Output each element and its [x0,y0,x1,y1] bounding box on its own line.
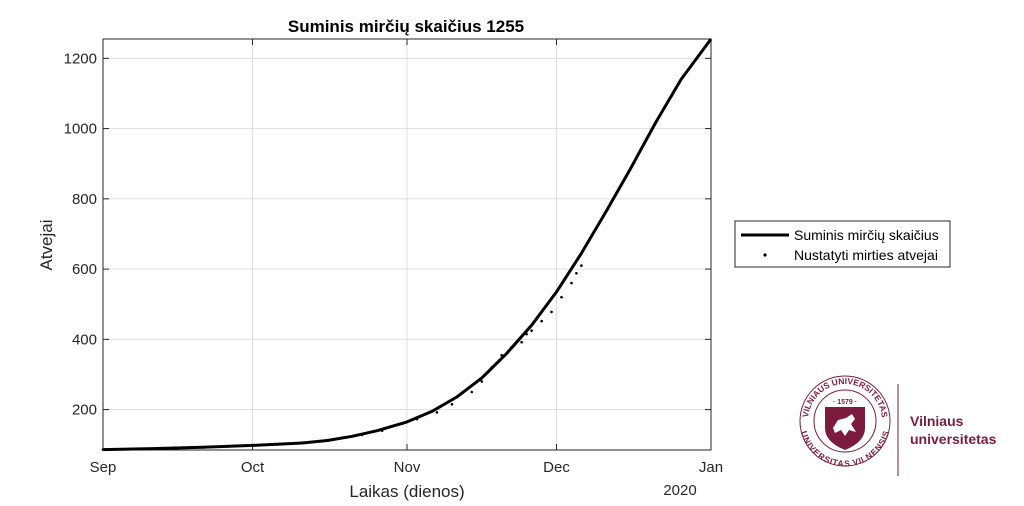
x-tick-label: Sep [90,459,117,476]
data-point-observed [525,332,528,336]
data-point-observed [575,272,578,275]
data-point-observed [580,264,583,267]
legend: Suminis mirčių skaičius Nustatyti mirtie… [734,220,951,268]
data-point-observed [301,441,304,444]
legend-dot-swatch [763,253,767,257]
logo-name-line1: Vilniaus [910,413,964,429]
data-point-observed [480,380,484,383]
series-line-cumulative [102,38,713,452]
data-point-observed [380,429,384,433]
y-tick-label: 1000 [64,121,97,138]
data-point-observed [326,438,329,442]
grid [102,39,712,450]
knight-rider-icon [833,414,856,436]
data-point-observed [470,390,474,394]
seal-outer-ring [799,375,891,467]
x-tick-label: Dec [543,459,570,476]
data-point-observed [201,446,204,449]
data-point-observed [560,295,563,299]
x-tick-label: Nov [394,459,421,476]
seal-year: · 1579 · [833,399,857,406]
y-tick-label: 800 [72,191,97,208]
university-logo: VILNIAUS UNIVERSITETAS UNIVERSITAS VILNE… [799,375,997,476]
legend-box [734,220,951,268]
data-point-observed [540,319,543,323]
data-point-observed [500,353,504,357]
x-axis: Sep Oct Nov Dec Jan [90,39,723,476]
data-point-observed [435,411,439,414]
y-tick-label: 200 [72,402,97,419]
data-point-observed [340,436,344,440]
data-point-observed [176,446,180,450]
data-point-observed [101,448,105,451]
data-point-observed [510,345,513,349]
data-point-observed [520,340,523,344]
x-tick-label: Oct [241,459,265,476]
data-point-observed [360,433,364,437]
logo-name-line2: universitetas [910,431,997,447]
data-point-observed [550,310,553,314]
y-tick-label: 600 [72,261,97,278]
x-year-label: 2020 [663,482,696,499]
chart-title: Suminis mirčių skaičius 1255 [288,17,524,36]
data-point-observed [450,403,454,406]
x-axis-label: Laikas (dienos) [349,482,464,501]
data-point-observed [126,448,130,451]
data-point-observed [251,444,254,448]
data-point-observed [151,447,155,451]
data-point-observed [570,281,573,285]
y-axis: 200 400 600 800 1000 1200 [64,50,711,419]
series-layer [101,38,713,452]
y-tick-label: 1200 [64,50,97,67]
data-point-observed [400,422,404,426]
seal-inner-ring [813,389,877,453]
legend-entry-observed: Nustatyti mirties atvejai [794,247,938,263]
data-point-observed [415,417,419,421]
data-point-observed [226,445,229,448]
x-tick-label: Jan [699,459,723,476]
data-point-observed [530,329,533,332]
data-point-observed [490,366,494,369]
y-tick-label: 400 [72,331,97,348]
data-point-observed [276,443,279,446]
legend-entry-cumulative: Suminis mirčių skaičius [794,227,939,243]
y-axis-label: Atvejai [37,219,56,270]
